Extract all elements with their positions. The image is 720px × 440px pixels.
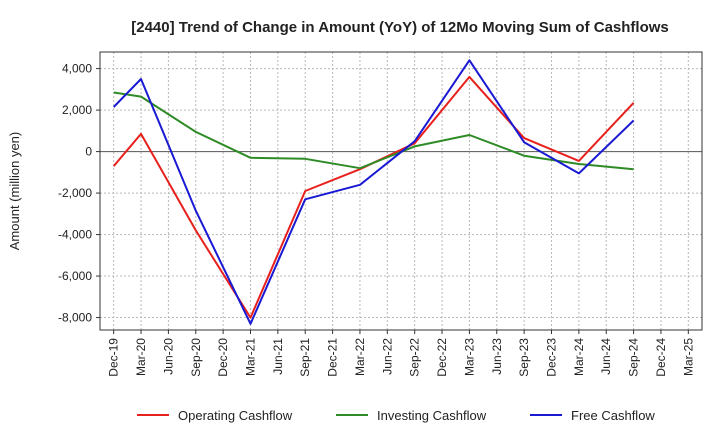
y-tick-label: -2,000 xyxy=(58,186,92,200)
legend-label: Investing Cashflow xyxy=(377,408,487,423)
x-tick-label: Mar-23 xyxy=(462,338,476,376)
y-tick-label: -6,000 xyxy=(58,269,92,283)
y-tick-label: 2,000 xyxy=(62,103,92,117)
series-lines xyxy=(112,59,635,325)
x-tick-label: Sep-22 xyxy=(408,338,422,377)
x-tick-label: Dec-19 xyxy=(107,338,121,377)
x-tick-label: Sep-20 xyxy=(189,338,203,377)
x-tick-label: Mar-21 xyxy=(244,338,258,376)
x-axis-ticks: Dec-19 Mar-20 Jun-20 Sep-20 Dec-20 Mar-21 Jun-… xyxy=(107,330,695,377)
plot-area-frame xyxy=(99,51,703,331)
x-tick-label: Mar-25 xyxy=(681,338,695,376)
series-line-operating-cashflow xyxy=(112,75,635,319)
y-axis-label: Amount (million yen) xyxy=(7,132,22,251)
y-tick-label: 0 xyxy=(85,145,92,159)
x-tick-label: Dec-22 xyxy=(435,338,449,377)
x-tick-label: Dec-21 xyxy=(326,338,340,377)
x-tick-label: Jun-22 xyxy=(380,338,394,375)
y-tick-label: -4,000 xyxy=(58,228,92,242)
x-tick-label: Sep-21 xyxy=(298,338,312,377)
x-tick-label: Jun-20 xyxy=(161,338,175,375)
x-tick-label: Mar-24 xyxy=(572,338,586,376)
legend-label: Free Cashflow xyxy=(571,408,655,423)
x-tick-label: Dec-23 xyxy=(545,338,559,377)
x-tick-label: Jun-23 xyxy=(490,338,504,375)
x-tick-label: Dec-24 xyxy=(654,338,668,377)
x-tick-label: Jun-21 xyxy=(271,338,285,375)
x-tick-label: Mar-22 xyxy=(353,338,367,376)
y-axis-ticks: 4,000 2,000 0 -2,000 -4,000 -6,000 -8,000 xyxy=(58,62,100,325)
series-line-investing-cashflow xyxy=(113,91,634,171)
y-tick-label: -8,000 xyxy=(58,311,92,325)
chart-title: [2440] Trend of Change in Amount (YoY) o… xyxy=(131,19,669,36)
x-tick-label: Sep-23 xyxy=(517,338,531,377)
x-tick-label: Sep-24 xyxy=(627,338,641,377)
series-line-free-cashflow xyxy=(112,59,635,325)
legend-label: Operating Cashflow xyxy=(178,408,293,423)
legend: Operating Cashflow Investing Cashflow Free… xyxy=(137,408,655,423)
x-tick-label: Mar-20 xyxy=(134,338,148,376)
grid xyxy=(100,52,702,330)
y-tick-label: 4,000 xyxy=(62,62,92,76)
x-tick-label: Dec-20 xyxy=(216,338,230,377)
x-tick-label: Jun-24 xyxy=(599,338,613,375)
